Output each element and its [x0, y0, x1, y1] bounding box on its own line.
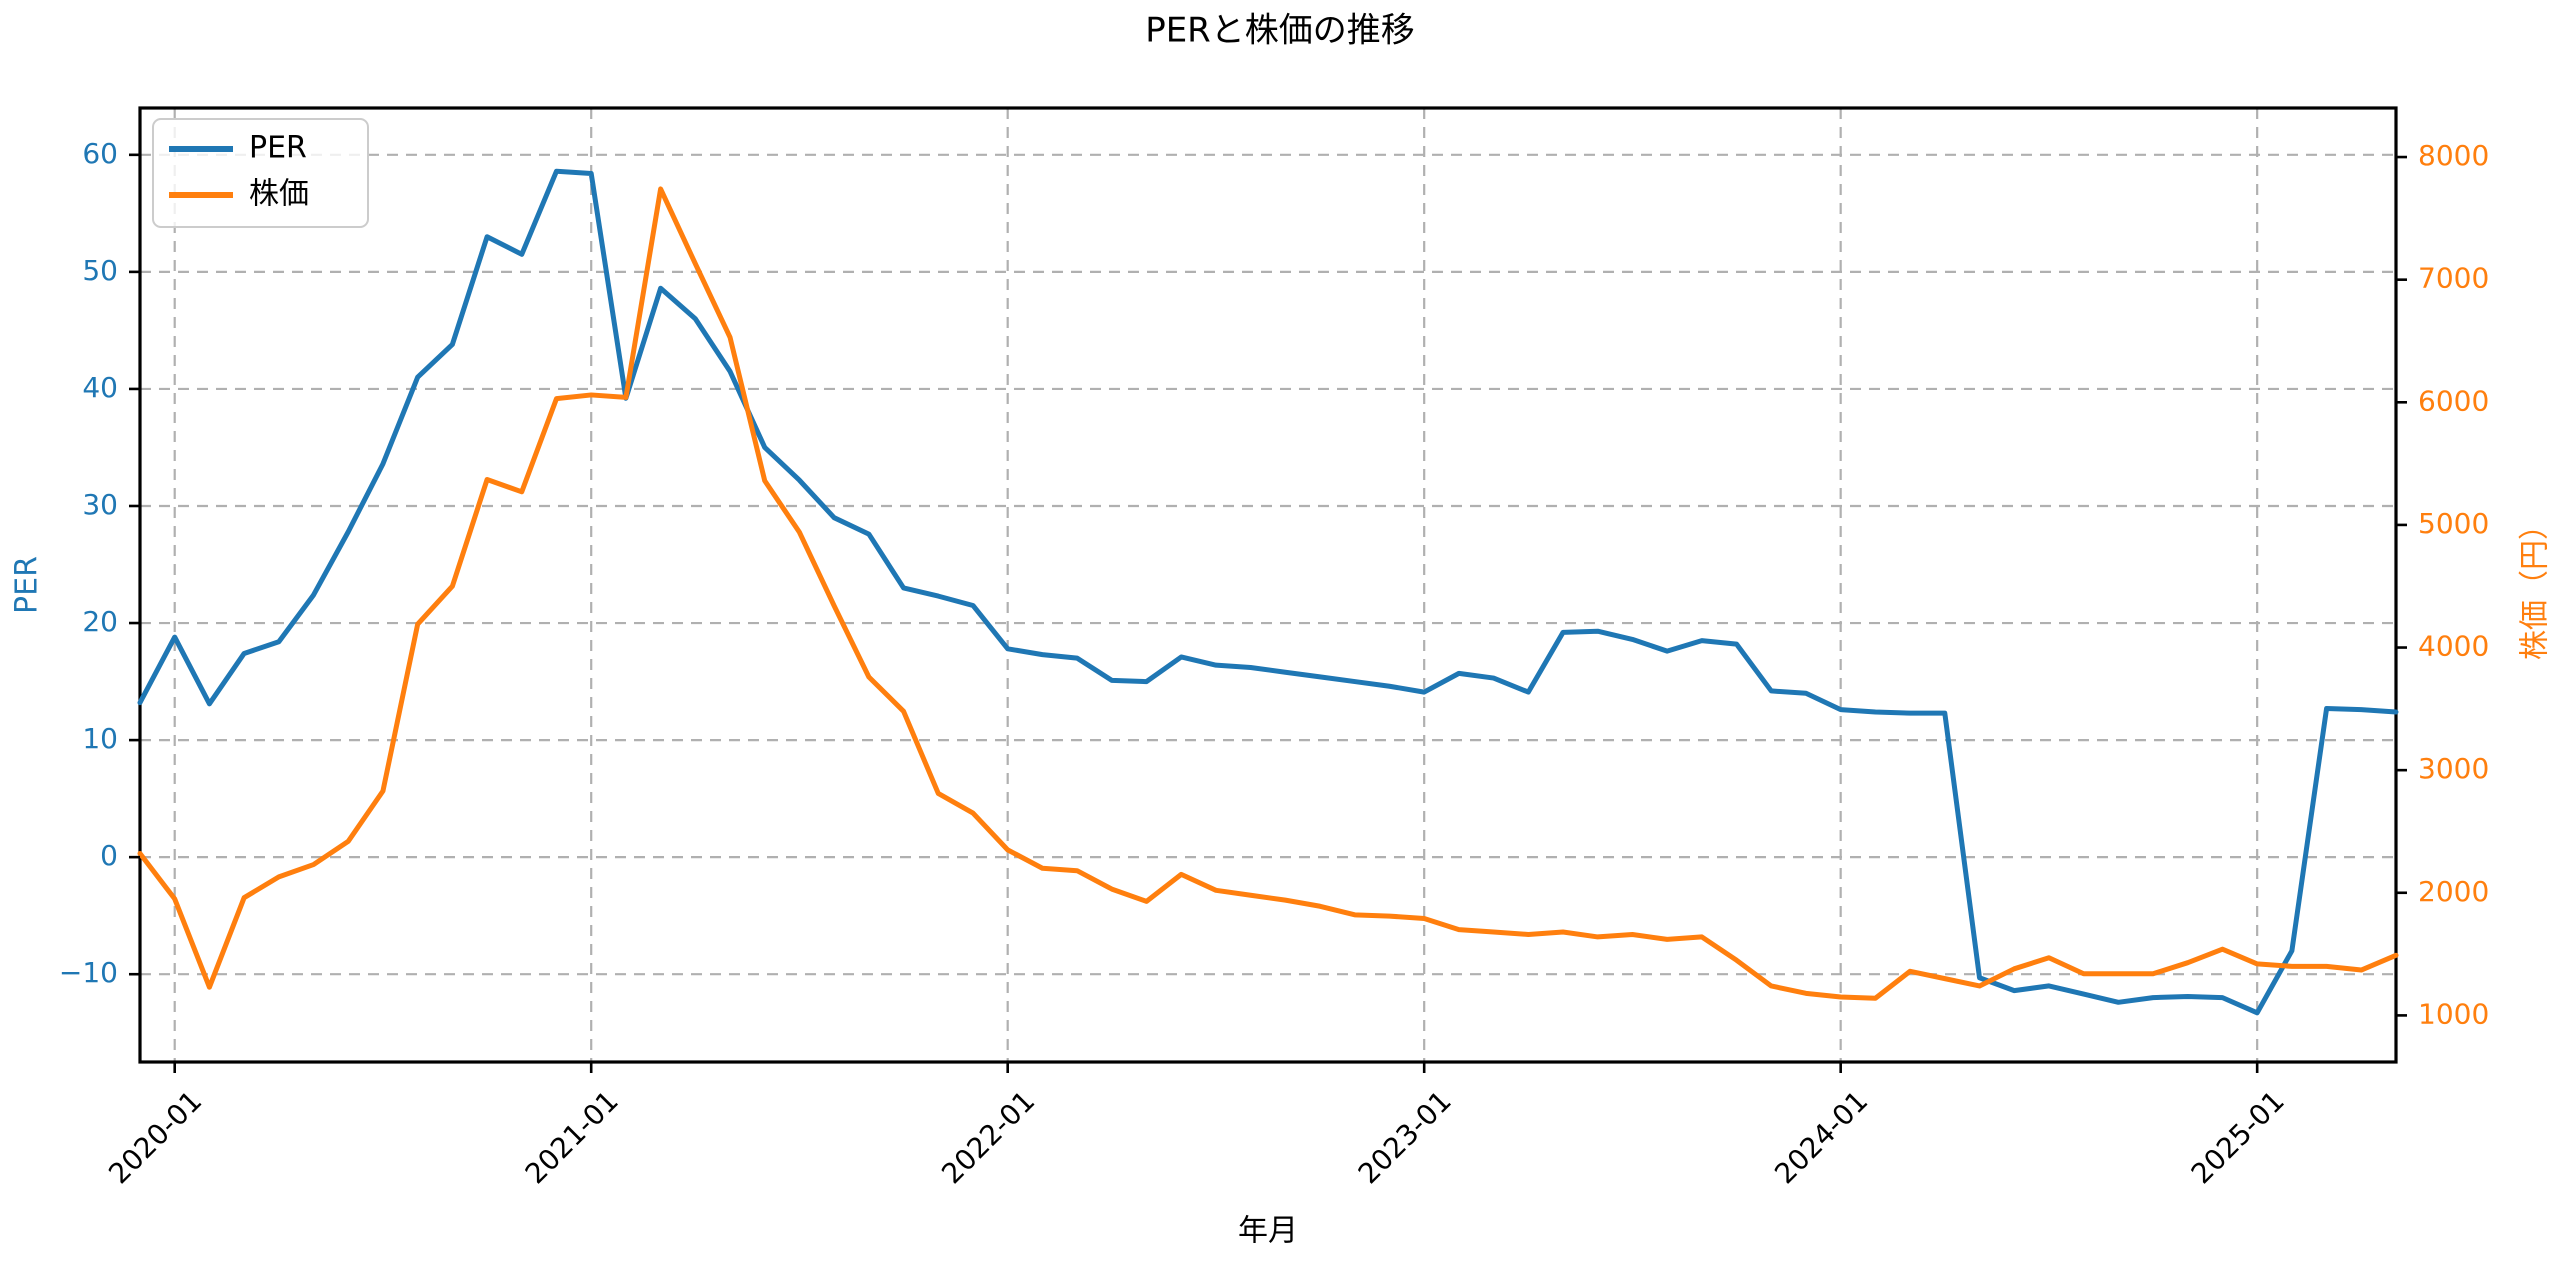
- right-tick-label: 8000: [2418, 139, 2489, 172]
- x-axis-label: 年月: [1238, 1214, 1298, 1249]
- right-tick-label: 4000: [2418, 630, 2489, 663]
- chart-legend[interactable]: PER 株価: [152, 118, 369, 228]
- left-tick-label: 0: [100, 839, 118, 872]
- left-tick-label: −10: [59, 956, 118, 989]
- right-axis-label: 株価（円）: [2518, 510, 2553, 660]
- left-axis-label: PER: [10, 556, 45, 614]
- left-tick-label: 40: [82, 371, 118, 404]
- right-tick-label: 6000: [2418, 384, 2489, 417]
- data-series-layer: [137, 168, 2399, 1016]
- right-tick-label: 5000: [2418, 507, 2489, 540]
- left-tick-label: 10: [82, 722, 118, 755]
- right-tick-label: 3000: [2418, 752, 2489, 785]
- axes-spines: [138, 106, 2398, 1064]
- series-line-stock-price: [137, 186, 2399, 1001]
- left-y-axis: −10 0 10 20 30 40 50 60: [59, 137, 140, 989]
- left-tick-label: 50: [82, 254, 118, 287]
- left-tick-label: 30: [82, 488, 118, 521]
- series-line-per: [137, 168, 2399, 1016]
- left-tick-label: 60: [82, 137, 118, 170]
- right-y-axis: 1000 2000 3000 4000 5000 6000 7000 8000: [2396, 139, 2489, 1030]
- legend-label-stock-price: 株価: [249, 177, 309, 212]
- gridlines: [140, 108, 2396, 1062]
- right-tick-label: 7000: [2418, 262, 2489, 295]
- legend-label-per: PER: [249, 131, 307, 166]
- plot-area-border: [138, 106, 2398, 1064]
- chart-title: PERと株価の推移: [1145, 11, 1415, 51]
- right-tick-label: 2000: [2418, 875, 2489, 908]
- right-tick-label: 1000: [2418, 997, 2489, 1030]
- left-tick-label: 20: [82, 605, 118, 638]
